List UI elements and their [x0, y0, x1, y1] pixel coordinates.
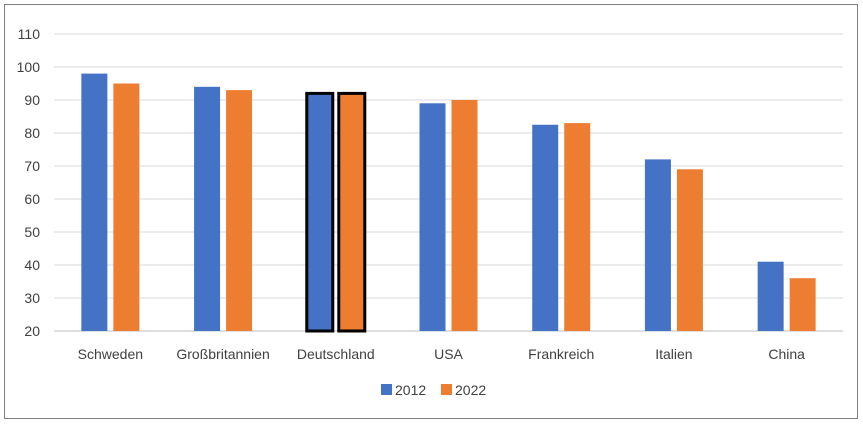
- x-tick-label: Deutschland: [297, 346, 375, 362]
- y-tick-label: 20: [24, 323, 40, 339]
- y-tick-label: 70: [24, 158, 40, 174]
- x-tick-label: China: [768, 346, 805, 362]
- y-tick-label: 110: [18, 26, 41, 42]
- x-tick-label: Schweden: [78, 346, 143, 362]
- bar-2022-schweden: [113, 83, 140, 331]
- x-tick-label: Frankreich: [528, 346, 594, 362]
- x-tick-label: Großbritannien: [176, 346, 269, 362]
- y-tick-label: 80: [24, 125, 40, 141]
- legend-label-2012: 2012: [395, 382, 426, 398]
- y-tick-label: 90: [24, 92, 40, 108]
- y-tick-label: 40: [24, 257, 40, 273]
- y-axis-tick-labels: 20 30 40 50 60 70 80 90 100 110: [17, 26, 41, 339]
- bar-2022-deutschland: [337, 91, 367, 333]
- bar-2012-deutschland: [305, 91, 335, 333]
- bar-2012-china: [757, 261, 784, 331]
- bar-2022-usa: [451, 100, 478, 331]
- bar-2012-italien: [644, 159, 671, 331]
- legend-label-2022: 2022: [455, 382, 486, 398]
- bar-2022-frankreich: [564, 123, 591, 331]
- bar-2012-frankreich: [532, 124, 559, 331]
- bar-2022-china: [789, 278, 816, 331]
- x-tick-label: Italien: [655, 346, 692, 362]
- bar-2012-usa: [419, 103, 446, 331]
- bar-2012-großbritannien: [194, 86, 221, 331]
- y-tick-label: 100: [17, 59, 41, 75]
- y-tick-label: 60: [24, 191, 40, 207]
- x-tick-label: USA: [434, 346, 463, 362]
- legend-swatch-2022: [441, 384, 452, 395]
- legend: 2012 2022: [381, 382, 486, 398]
- bar-2022-italien: [676, 169, 703, 331]
- y-tick-label: 50: [24, 224, 40, 240]
- gridlines: [54, 33, 843, 332]
- y-tick-label: 30: [24, 290, 40, 306]
- x-axis-tick-labels: Schweden Großbritannien Deutschland USA Fran…: [78, 346, 805, 362]
- bars: [81, 73, 816, 333]
- legend-swatch-2012: [381, 384, 392, 395]
- bar-2012-schweden: [81, 73, 108, 331]
- bar-2022-großbritannien: [226, 90, 253, 331]
